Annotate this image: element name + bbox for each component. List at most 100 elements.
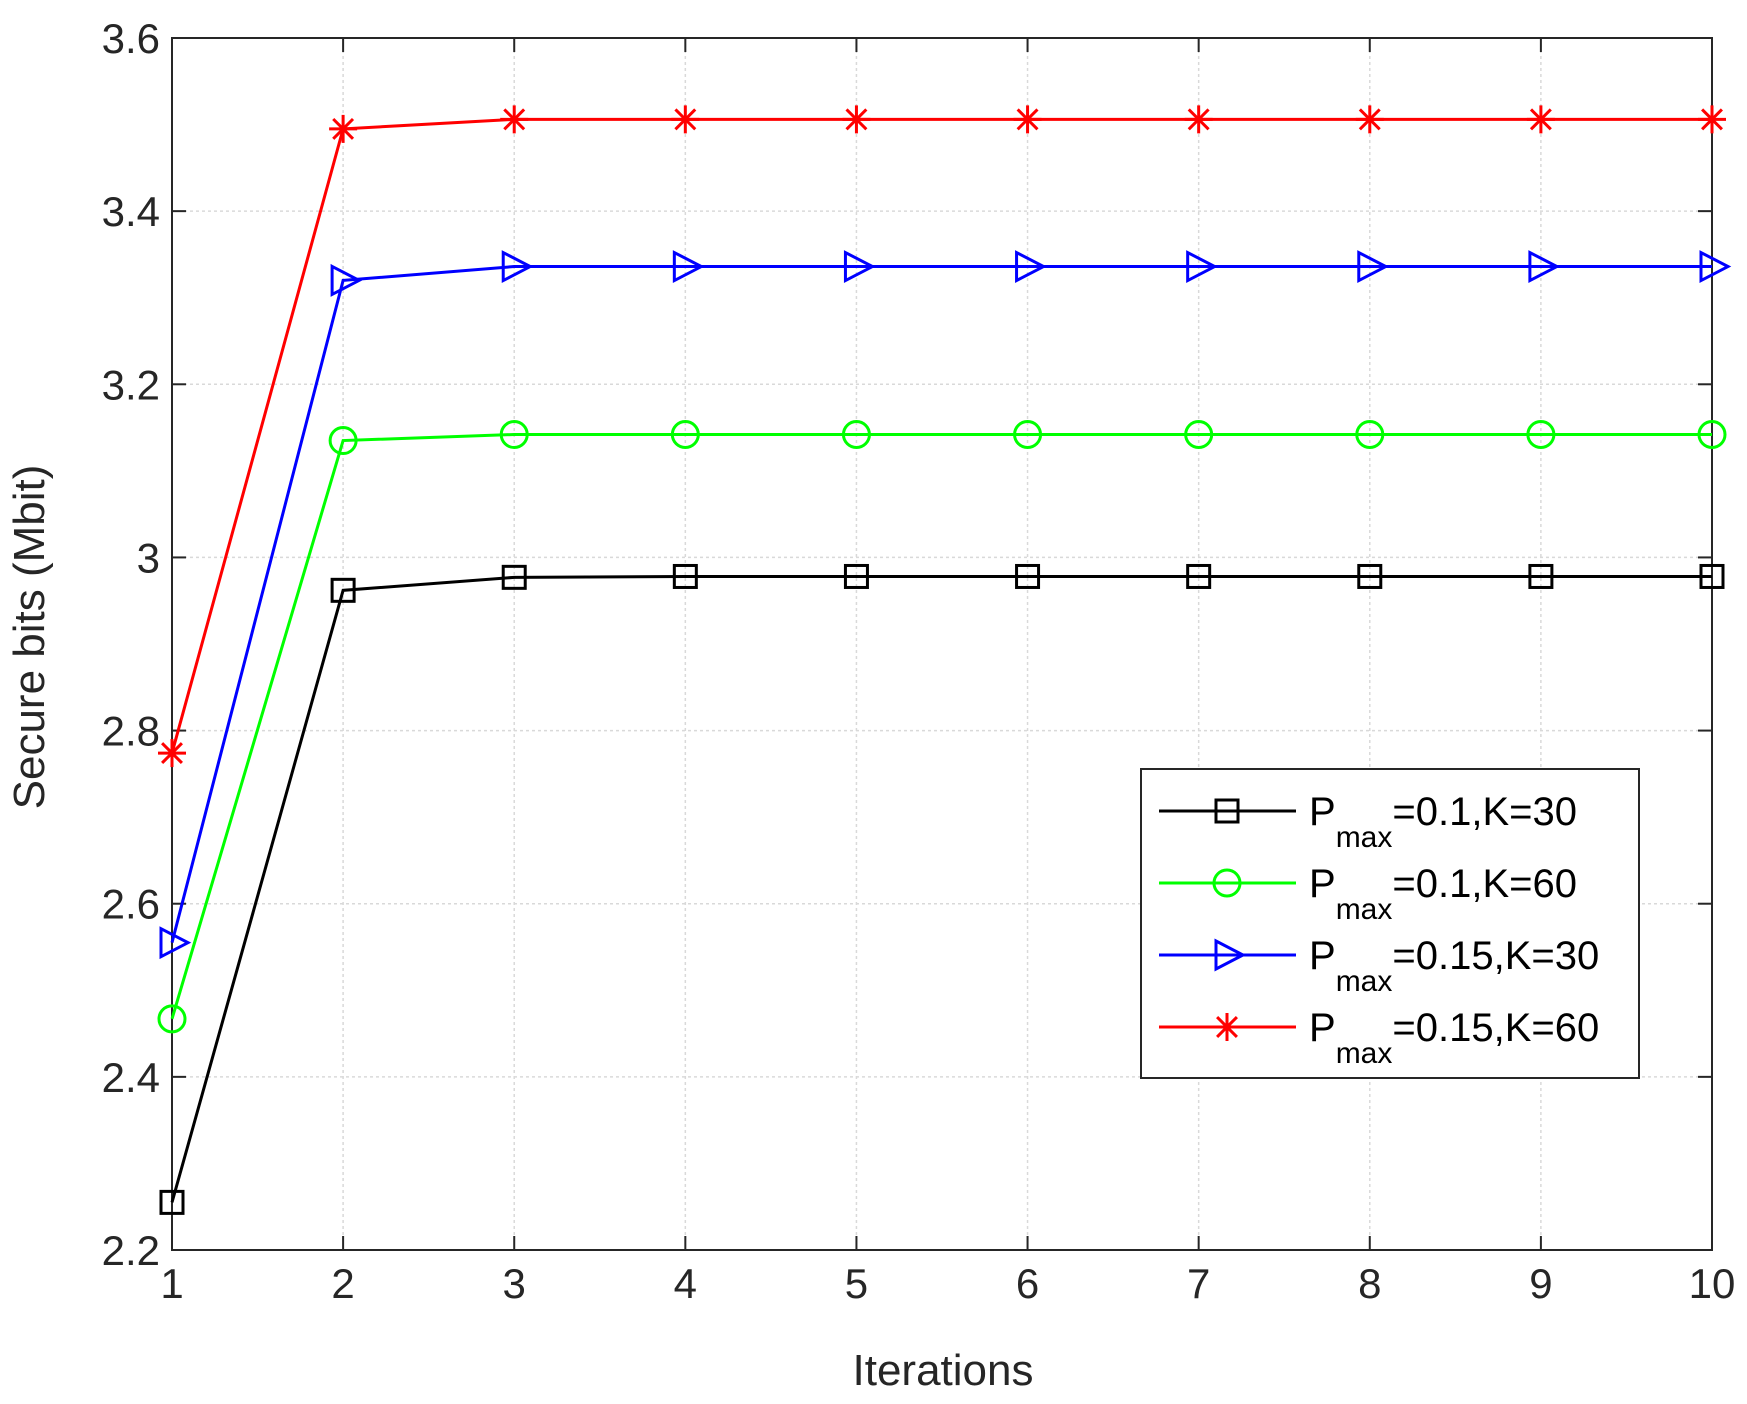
asterisk-marker (842, 105, 871, 134)
legend: Pmax=0.1,K=30Pmax=0.1,K=60Pmax=0.15,K=30… (1140, 768, 1640, 1079)
legend-label-subscript: max (1336, 965, 1393, 998)
triangle-marker (501, 250, 534, 284)
plot-area-frame (171, 37, 1713, 1251)
x-tick-label: 9 (1529, 1260, 1552, 1307)
asterisk-marker (500, 105, 529, 134)
square-marker (330, 577, 356, 603)
triangle-marker (330, 263, 363, 297)
triangle-marker (1015, 250, 1047, 284)
asterisk-marker (1526, 105, 1555, 134)
square-marker (159, 1189, 185, 1215)
triangle-marker (159, 926, 192, 960)
square-marker (1699, 563, 1725, 589)
legend-label-subscript: max (1336, 893, 1393, 926)
triangle-marker (1214, 938, 1247, 972)
grid (172, 38, 1712, 1250)
triangle-marker (843, 250, 876, 284)
square-marker (1214, 798, 1240, 824)
square-marker (1186, 563, 1212, 589)
legend-entry: Pmax=0.15,K=30 (1159, 934, 1599, 998)
legend-label: Pmax=0.15,K=30 (1309, 934, 1599, 998)
legend-label-main: P (1309, 862, 1336, 906)
x-tick-label: 7 (1187, 1260, 1210, 1307)
legend-label: Pmax=0.1,K=30 (1309, 790, 1577, 854)
square-marker (1528, 563, 1554, 589)
circle-marker (157, 1004, 187, 1034)
asterisk-marker (1698, 105, 1726, 134)
series-3 (159, 250, 1732, 960)
y-tick-label: 3.2 (102, 361, 160, 408)
x-tick-label: 5 (845, 1260, 868, 1307)
legend-label-main: P (1309, 1006, 1336, 1050)
square-marker (501, 564, 527, 590)
series-4 (158, 105, 1726, 768)
circle-marker (328, 426, 358, 456)
asterisk-marker (158, 739, 186, 768)
circle-marker (1697, 419, 1727, 449)
series-line (170, 432, 1712, 1020)
triangle-marker (1699, 250, 1732, 284)
triangle-marker (1357, 250, 1390, 284)
asterisk-marker (1355, 105, 1384, 134)
square-marker (843, 563, 869, 589)
x-axis-label: Iterations (853, 1346, 1034, 1395)
asterisk-marker (671, 105, 700, 134)
circle-marker (1013, 419, 1043, 449)
legend-label-rest: =0.1,K=30 (1392, 790, 1577, 834)
x-tick-label: 4 (674, 1260, 697, 1307)
legend-label: Pmax=0.1,K=60 (1309, 862, 1577, 926)
series-1 (159, 563, 1725, 1215)
square-marker (672, 563, 698, 589)
legend-label: Pmax=0.15,K=60 (1309, 1006, 1599, 1070)
y-tick-label: 2.8 (102, 708, 160, 755)
series-2 (157, 419, 1727, 1034)
legend-label-rest: =0.15,K=60 (1392, 1006, 1599, 1050)
circle-marker (1526, 419, 1556, 449)
circle-marker (841, 419, 871, 449)
legend-entry: Pmax=0.1,K=60 (1159, 862, 1577, 926)
x-tick-label: 3 (503, 1260, 526, 1307)
asterisk-marker (1213, 1013, 1241, 1041)
triangle-marker (672, 250, 705, 284)
x-tick-label: 8 (1358, 1260, 1381, 1307)
asterisk-marker (1013, 105, 1042, 134)
circle-marker (1184, 419, 1214, 449)
x-tick-label: 1 (160, 1260, 183, 1307)
asterisk-marker (329, 114, 358, 143)
legend-label-subscript: max (1336, 1037, 1393, 1070)
series-line (170, 117, 1712, 754)
x-tick-label: 6 (1016, 1260, 1039, 1307)
square-marker (1357, 563, 1383, 589)
y-axis-label: Secure bits (Mbit) (5, 465, 54, 810)
y-tick-label: 2.2 (102, 1227, 160, 1274)
square-marker (1015, 563, 1041, 589)
series-line (170, 265, 1712, 944)
ticks: 1 2 3 4 5 6 7 8 9 10 2.2 2.4 2.6 2.8 3 3.2 3.4 3.6 (102, 15, 1736, 1307)
asterisk-marker (1184, 105, 1213, 134)
legend-entry: Pmax=0.1,K=30 (1159, 790, 1577, 854)
triangle-marker (1528, 250, 1561, 284)
series-line (170, 574, 1712, 1203)
circle-marker (1212, 868, 1242, 898)
series-layer (157, 105, 1732, 1215)
legend-label-main: P (1309, 790, 1336, 834)
triangle-marker (1186, 250, 1218, 284)
legend-label-rest: =0.1,K=60 (1392, 862, 1577, 906)
x-tick-label: 10 (1689, 1260, 1736, 1307)
circle-marker (1355, 419, 1385, 449)
y-tick-label: 3 (137, 534, 160, 581)
legend-label-main: P (1309, 934, 1336, 978)
legend-entry: Pmax=0.15,K=60 (1159, 1006, 1599, 1070)
y-tick-label: 2.6 (102, 881, 160, 928)
circle-marker (670, 419, 700, 449)
legend-label-subscript: max (1336, 821, 1393, 854)
y-tick-label: 3.6 (102, 15, 160, 62)
legend-label-rest: =0.15,K=30 (1392, 934, 1599, 978)
axes (171, 37, 1713, 1251)
y-tick-label: 2.4 (102, 1054, 160, 1101)
x-tick-label: 2 (331, 1260, 354, 1307)
y-tick-label: 3.4 (102, 188, 160, 235)
circle-marker (499, 419, 529, 449)
